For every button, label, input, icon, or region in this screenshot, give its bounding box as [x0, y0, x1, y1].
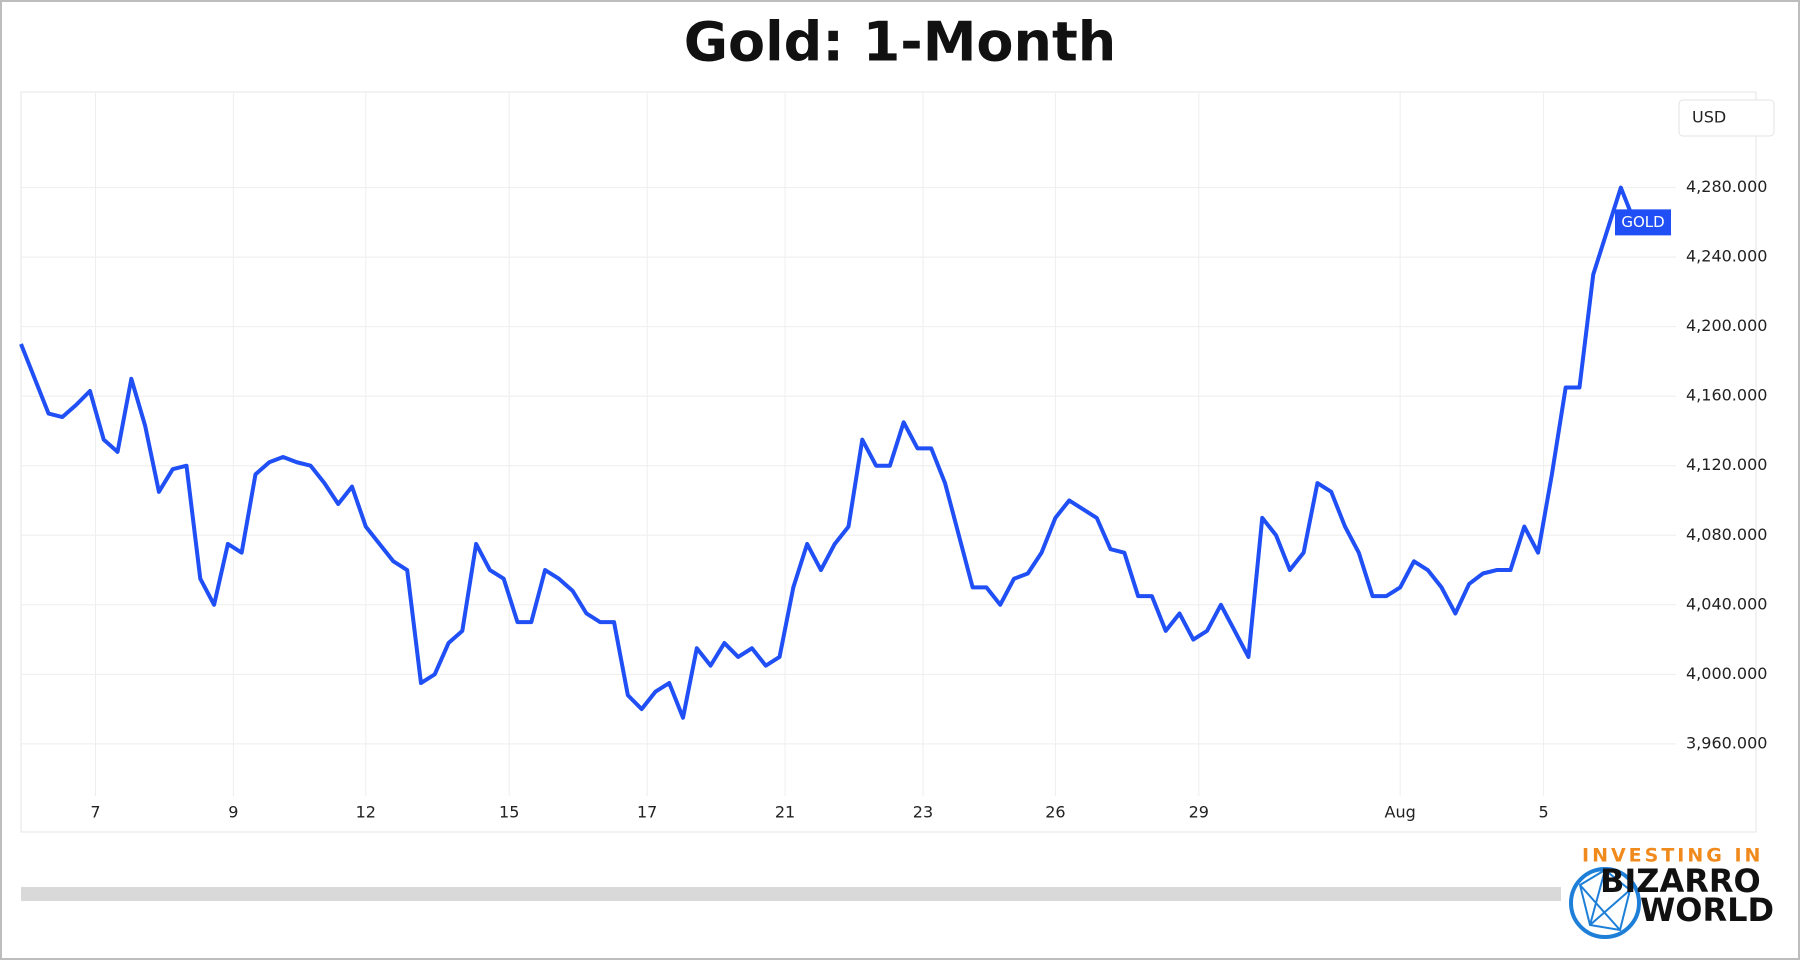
- logo: INVESTING IN BIZARRO WORLD: [1569, 845, 1774, 939]
- x-tick-label: 9: [228, 803, 238, 822]
- y-tick-label: 4,080.000: [1686, 525, 1767, 544]
- series-tag-label: GOLD: [1621, 213, 1664, 231]
- y-tick-label: 4,280.000: [1686, 177, 1767, 196]
- x-tick-label: 12: [356, 803, 376, 822]
- scrollbar[interactable]: [21, 887, 1561, 901]
- x-tick-label: 23: [913, 803, 933, 822]
- y-tick-label: 4,000.000: [1686, 664, 1767, 683]
- plot-frame: [20, 91, 1757, 833]
- currency-label: USD: [1692, 108, 1726, 127]
- y-tick-label: 4,240.000: [1686, 247, 1767, 266]
- x-tick-label: 7: [90, 803, 100, 822]
- y-tick-label: 3,960.000: [1686, 733, 1767, 752]
- chart-title: Gold: 1-Month: [684, 11, 1117, 74]
- logo-mesh: [1578, 868, 1632, 932]
- x-tick-label: 17: [637, 803, 657, 822]
- logo-line1: INVESTING IN: [1582, 845, 1763, 867]
- series-tag: [1615, 209, 1671, 236]
- logo-line2: BIZARRO: [1600, 862, 1761, 900]
- x-tick-label: 5: [1539, 803, 1549, 822]
- logo-line3: WORLD: [1640, 891, 1774, 929]
- y-tick-label: 4,120.000: [1686, 455, 1767, 474]
- x-tick-label: 15: [499, 803, 519, 822]
- grid: [21, 92, 1676, 796]
- y-tick-label: 4,160.000: [1686, 386, 1767, 405]
- y-tick-label: 4,040.000: [1686, 594, 1767, 613]
- currency-box: [1678, 99, 1775, 137]
- y-tick-label: 4,200.000: [1686, 316, 1767, 335]
- x-tick-label: 29: [1189, 803, 1209, 822]
- x-tick-label: 21: [775, 803, 795, 822]
- price-line: [19, 185, 1649, 720]
- x-tick-label: 26: [1045, 803, 1065, 822]
- x-tick-label: Aug: [1385, 803, 1416, 822]
